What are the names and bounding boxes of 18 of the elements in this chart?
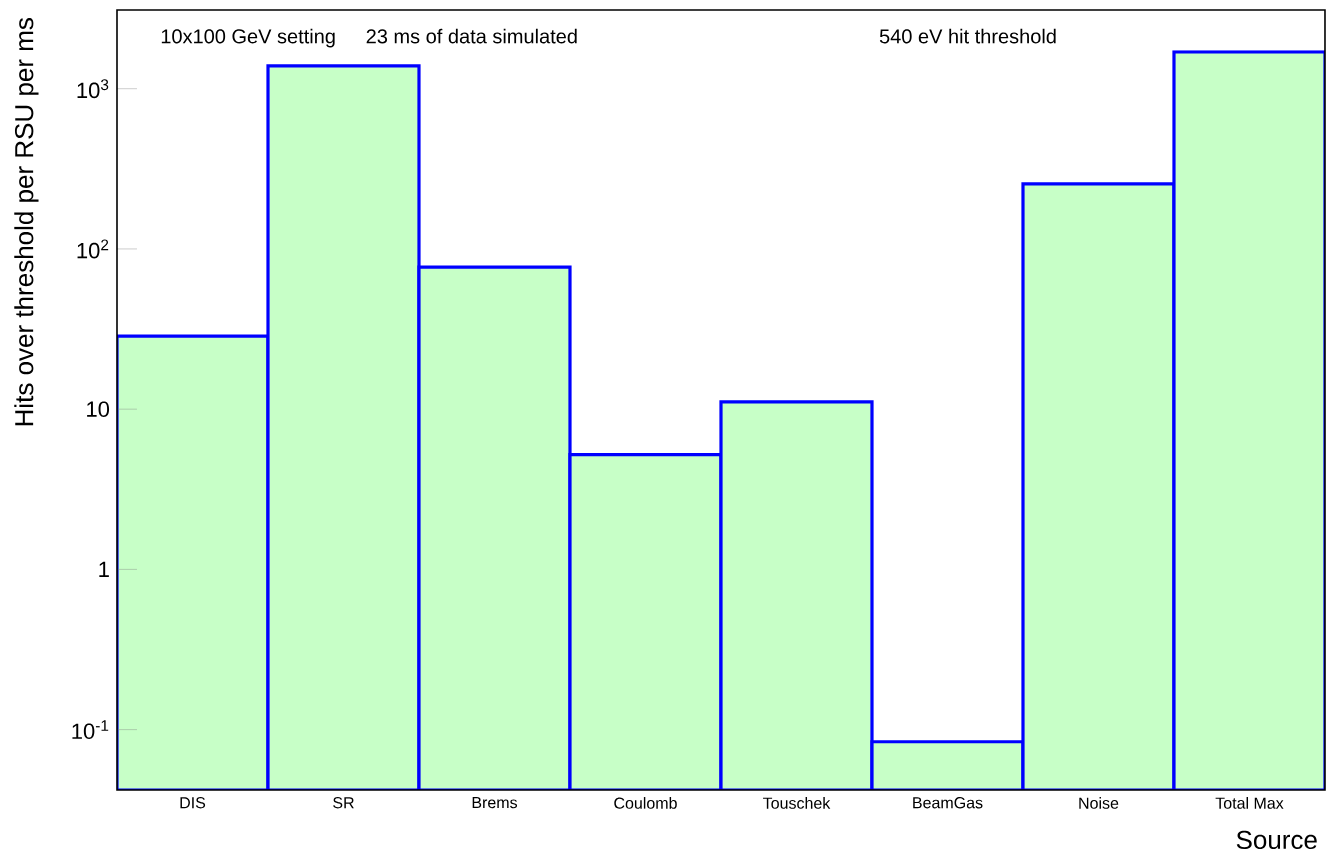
x-axis-title: Source: [1236, 830, 1317, 850]
y-tick-label: 1: [99, 561, 109, 577]
y-tick-label: 10: [87, 401, 110, 417]
annotation: 540 eV hit threshold: [879, 28, 1056, 44]
y-axis-title: Hits over threshold per RSU per ms: [14, 18, 39, 426]
x-tick-label: Coulomb: [614, 797, 677, 809]
annotation: 10x100 GeV setting: [161, 28, 335, 48]
x-tick-label: DIS: [180, 797, 206, 809]
x-tick-label: Total Max: [1215, 797, 1284, 809]
y-tick-label: 10$^{-1}$: [72, 720, 109, 739]
x-tick-label: SR: [333, 797, 354, 809]
annotation: 23 ms of data simulated: [366, 28, 577, 44]
y-tick-label: 10$^{2}$: [77, 239, 109, 259]
x-tick-label: BeamGas: [913, 797, 983, 809]
x-tick-label: Noise: [1079, 797, 1119, 809]
x-tick-label: Touschek: [763, 797, 831, 809]
x-tick-label: Brems: [472, 797, 518, 809]
y-tick-label: 10$^{3}$: [77, 79, 109, 99]
